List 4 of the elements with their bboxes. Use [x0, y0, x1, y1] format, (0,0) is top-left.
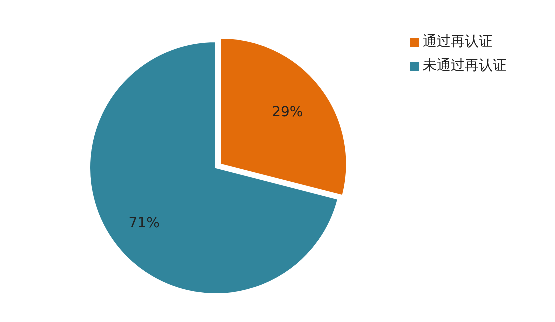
legend-label: 未通过再认证 — [423, 58, 507, 74]
data-label: 29% — [272, 104, 304, 120]
data-label: 71% — [128, 216, 160, 232]
legend-label: 通过再认证 — [423, 34, 493, 50]
